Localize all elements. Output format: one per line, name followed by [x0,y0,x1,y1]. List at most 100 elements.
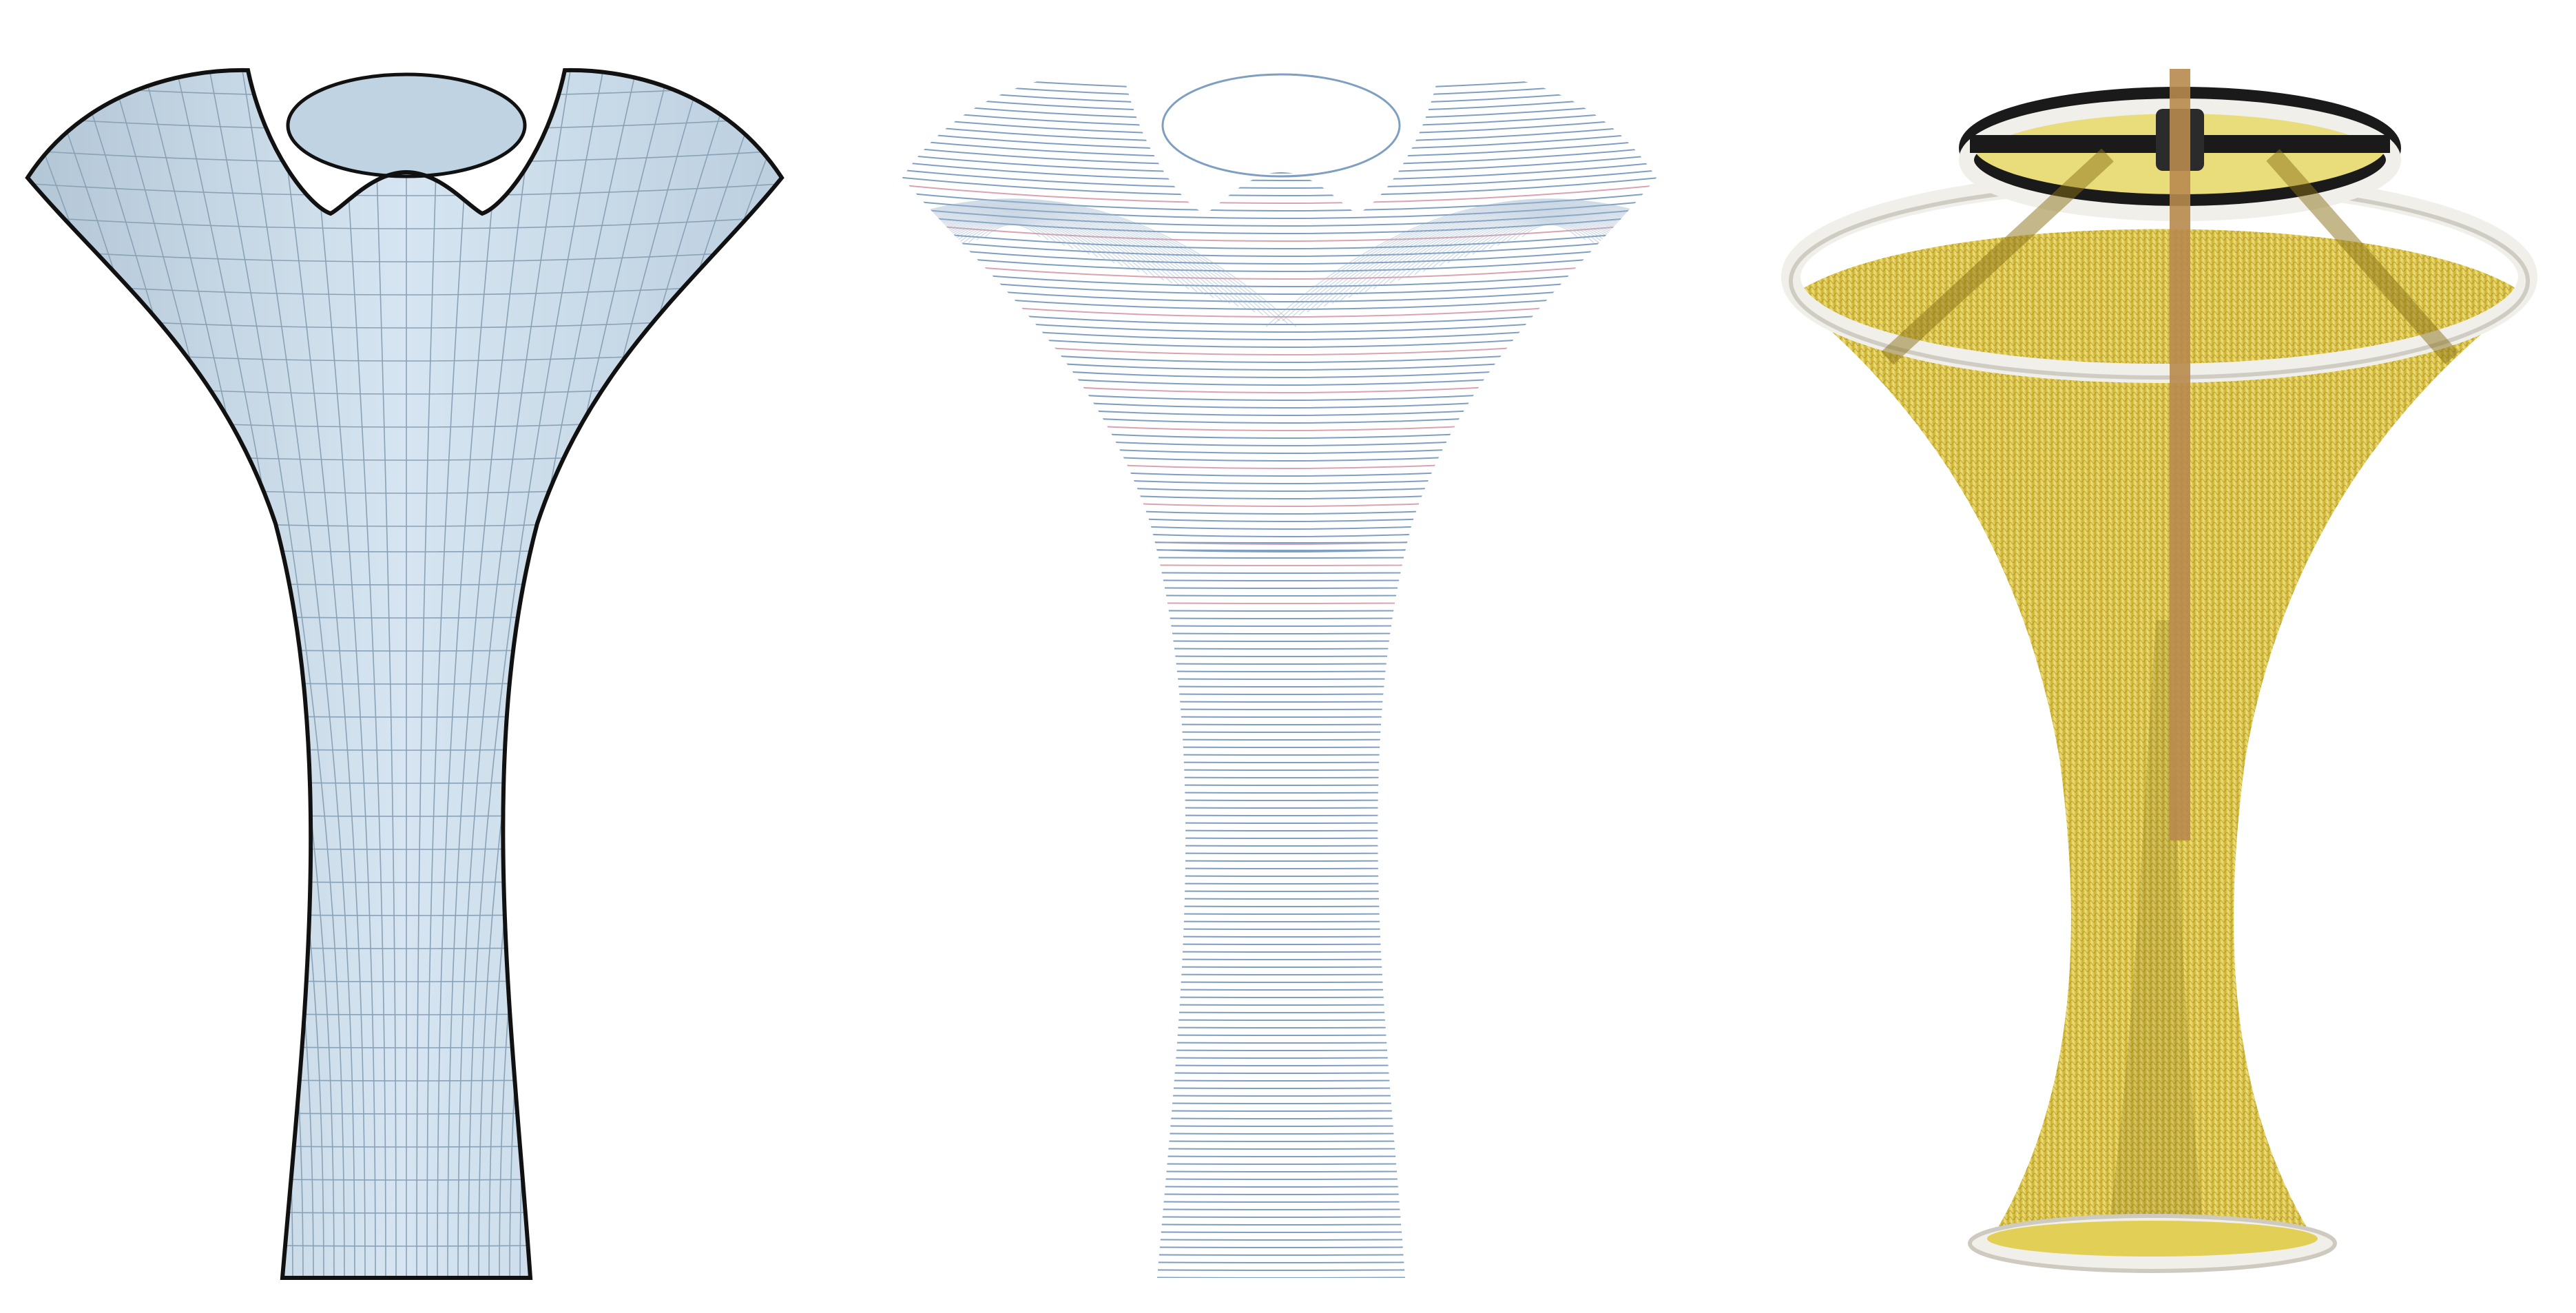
course-line [902,1076,1656,1082]
mesh-grid-column [457,70,572,1278]
course-line [902,515,1656,537]
course-line [902,599,1656,604]
course-line [902,197,1656,219]
course-line [902,1273,1656,1278]
course-line-arm-arc [1274,199,1656,324]
course-line [902,1061,1656,1066]
course-line [902,932,1656,938]
course-line [902,205,1656,227]
course-line-arm-arc [1298,201,1656,316]
course-line-arm-arc [902,201,1264,316]
course-line-arm-arc [943,220,1082,252]
course-line [902,841,1656,847]
frame-strut-right [2266,149,2459,364]
mesh-grid-column [340,70,386,1278]
course-line [902,947,1656,953]
course-line [902,614,1656,619]
course-line [902,727,1656,733]
course-line [902,720,1656,725]
course-line-arm-arc [1505,223,1595,243]
course-line [902,227,1656,249]
course-line [902,523,1656,545]
course-line [902,470,1656,492]
course-line [902,485,1656,507]
course-line-arm-arc [902,199,1289,324]
course-line [902,212,1656,234]
course-line [902,705,1656,710]
mesh-outline [25,68,785,1280]
course-line [902,349,1656,371]
course-line [902,1129,1656,1135]
course-line-arm-arc [1373,209,1656,290]
course-line [902,356,1656,378]
course-line [902,561,1656,566]
course-line [902,879,1656,885]
course-line [902,583,1656,589]
course-line [902,629,1656,634]
course-line-arm-arc [1315,203,1656,310]
course-line [902,333,1656,355]
mesh-grid-column [240,70,355,1278]
course-line [902,1084,1656,1089]
course-line [902,220,1656,242]
course-line [902,894,1656,900]
course-line [902,1265,1656,1271]
course-line-arm-arc [1389,211,1656,284]
course-line [902,235,1656,257]
course-line [902,500,1656,522]
course-line-arm-arc [1513,223,1586,240]
course-line-arm-arc [1340,205,1656,301]
course-line [902,780,1656,786]
course-line [902,1106,1656,1112]
course-line [902,1046,1656,1051]
course-line [902,303,1656,325]
course-line [902,394,1656,416]
course-line [902,712,1656,718]
course-line [902,1099,1656,1104]
course-line [902,1190,1656,1195]
course-line-arm-arc [1307,203,1656,313]
course-line [902,174,1656,196]
course-line [902,849,1656,854]
course-line [902,546,1656,551]
course-line [902,962,1656,968]
course-line [902,1212,1656,1218]
mesh-grid-column [416,70,440,1278]
mesh-grid-column [307,70,376,1278]
course-line [902,871,1656,877]
course-line [902,1159,1656,1165]
course-line [902,1031,1656,1036]
course-line [902,280,1656,302]
course-line [902,1023,1656,1028]
course-line [902,493,1656,515]
course-line [902,864,1656,869]
course-line-arm-arc [902,205,1231,304]
course-line-arm-arc [902,203,1256,313]
course-line [902,621,1656,627]
course-line [902,1250,1656,1256]
course-line [902,1258,1656,1263]
course-line [902,1175,1656,1180]
course-line [902,682,1656,687]
course-line [902,1182,1656,1188]
course-line-arm-arc [1290,200,1656,319]
course-line [902,803,1656,809]
knit-course-lines-panel [902,70,1656,1278]
course-line [902,1144,1656,1150]
course-line [902,1038,1656,1044]
course-line [902,591,1656,597]
course-line-arm-arc [902,207,1214,298]
course-line [902,265,1656,287]
course-line [902,432,1656,454]
course-line [902,970,1656,975]
course-line [902,364,1656,386]
mesh-grid-column [426,70,473,1278]
course-line [902,902,1656,907]
course-line [902,743,1656,748]
course-line [902,811,1656,816]
course-line [902,1015,1656,1021]
frame-strut-left [1881,148,2114,365]
course-line-arm-arc [902,203,1247,310]
course-line [902,553,1656,559]
course-line [902,674,1656,680]
